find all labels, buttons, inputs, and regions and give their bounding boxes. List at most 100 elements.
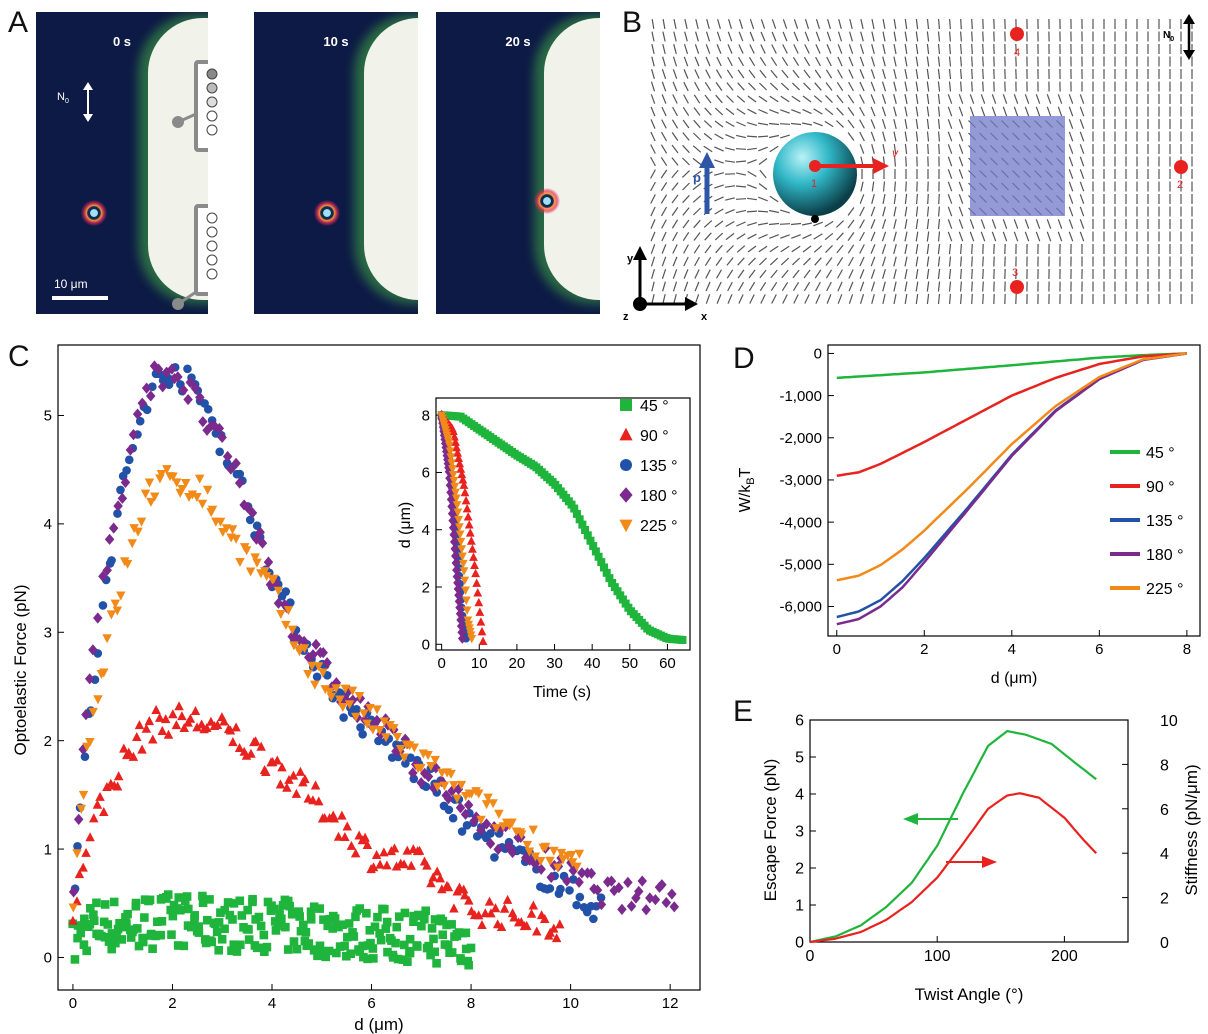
director-segment <box>1068 131 1074 142</box>
director-segment <box>871 181 875 192</box>
data-point <box>107 929 117 938</box>
x-axis-title: Twist Angle (°) <box>915 985 1024 1004</box>
data-point <box>239 499 249 511</box>
data-point <box>237 911 247 920</box>
data-point <box>486 433 495 442</box>
director-segment <box>661 269 667 279</box>
director-segment <box>715 244 723 254</box>
data-point <box>421 782 431 792</box>
data-point <box>448 465 457 474</box>
data-point <box>437 409 447 421</box>
director-segment <box>703 120 713 128</box>
director-segment <box>926 106 930 117</box>
data-point <box>458 611 467 620</box>
data-point <box>157 916 167 926</box>
data-point <box>303 793 314 803</box>
data-point <box>453 583 463 595</box>
director-segment <box>871 294 875 304</box>
director-segment <box>682 106 690 117</box>
director-segment <box>904 218 908 230</box>
data-point <box>307 661 317 671</box>
director-segment <box>859 81 865 92</box>
director-segment <box>826 56 832 67</box>
director-segment <box>971 43 973 55</box>
director-segment <box>982 81 984 92</box>
panel-label-a: A <box>8 6 29 39</box>
director-segment <box>947 144 953 154</box>
data-point <box>118 471 128 481</box>
y-axis-title-sub: B <box>745 477 757 484</box>
director-segment <box>847 119 855 129</box>
data-point <box>447 423 457 433</box>
data-point <box>526 908 537 918</box>
director-segment <box>673 31 677 42</box>
data-point <box>400 908 410 918</box>
director-segment <box>695 18 699 30</box>
data-point <box>282 782 292 792</box>
data-point <box>212 719 223 729</box>
data-point <box>449 504 458 513</box>
data-point <box>291 788 302 798</box>
director-segment <box>947 106 953 117</box>
data-point <box>300 936 310 946</box>
x-tick-label: 6 <box>1095 641 1103 658</box>
data-point <box>646 626 655 635</box>
director-segment <box>813 95 823 103</box>
y-tick-label: -5,000 <box>779 557 822 574</box>
data-point <box>281 922 290 932</box>
data-point <box>269 574 279 584</box>
data-point <box>454 596 464 607</box>
data-point <box>532 855 543 867</box>
data-point <box>127 539 137 549</box>
data-point <box>464 418 473 427</box>
data-point <box>391 745 401 758</box>
data-point <box>334 922 343 932</box>
data-point <box>359 709 369 719</box>
director-segment <box>747 222 757 226</box>
director-segment <box>847 132 855 141</box>
data-point <box>623 876 633 888</box>
director-segment <box>650 219 656 229</box>
director-segment <box>769 82 779 91</box>
director-segment <box>793 31 799 42</box>
director-segment <box>650 206 656 217</box>
director-segment <box>904 231 908 242</box>
data-point <box>528 855 537 865</box>
data-point <box>439 426 449 437</box>
data-point <box>438 418 447 427</box>
data-point <box>223 724 234 734</box>
data-point <box>239 923 248 932</box>
data-point <box>154 369 164 379</box>
director-segment <box>948 281 952 292</box>
data-point <box>122 559 133 569</box>
data-point <box>106 610 117 620</box>
data-point <box>405 946 414 956</box>
data-point <box>326 692 337 702</box>
data-point <box>641 904 651 916</box>
data-point <box>392 740 401 749</box>
data-point <box>288 770 299 780</box>
data-point <box>432 782 443 792</box>
data-point <box>454 928 464 937</box>
director-segment <box>782 19 788 29</box>
data-point <box>545 856 555 866</box>
director-segment <box>969 231 975 242</box>
data-point <box>267 575 278 585</box>
director-segment <box>660 156 668 167</box>
director-segment <box>916 193 918 205</box>
director-segment <box>926 131 930 142</box>
data-point <box>389 724 399 734</box>
director-segment <box>848 56 854 67</box>
data-point <box>513 831 523 844</box>
data-point <box>196 719 207 729</box>
data-point <box>575 892 585 902</box>
director-segment <box>1079 131 1085 142</box>
data-point <box>621 599 630 608</box>
data-point <box>68 919 77 929</box>
data-point <box>469 815 479 827</box>
director-segment <box>748 69 756 79</box>
data-point <box>472 578 482 587</box>
director-segment <box>937 293 941 305</box>
data-point <box>489 434 498 443</box>
data-point <box>458 615 467 624</box>
